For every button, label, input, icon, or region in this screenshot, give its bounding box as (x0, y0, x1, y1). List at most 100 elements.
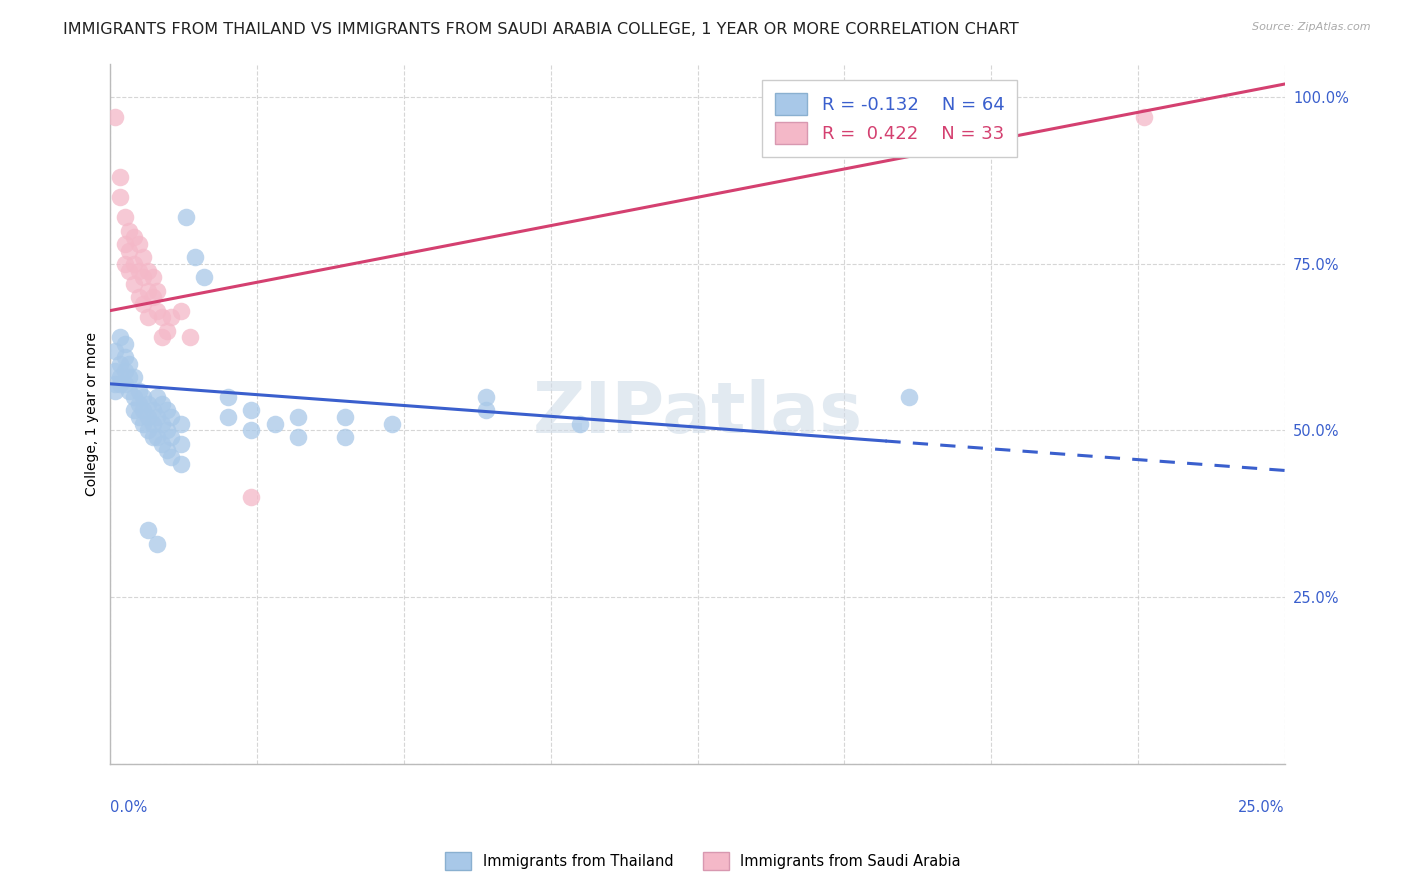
Point (132, 297, 155, 311)
Point (108, 330, 131, 344)
Point (108, 357, 131, 371)
Point (118, 244, 141, 258)
Y-axis label: College, 1 year or more: College, 1 year or more (86, 332, 100, 496)
Point (132, 390, 155, 404)
Point (156, 324, 179, 338)
Point (108, 370, 131, 384)
Point (122, 370, 145, 384)
Point (118, 384, 141, 398)
Point (132, 403, 155, 417)
Point (132, 417, 155, 431)
Point (156, 403, 179, 417)
Point (156, 424, 179, 438)
Point (128, 410, 150, 425)
Point (160, 410, 183, 425)
Point (142, 417, 165, 431)
Point (136, 410, 159, 425)
Point (122, 230, 145, 244)
Point (136, 424, 159, 438)
Point (193, 270, 215, 285)
Point (114, 236, 136, 251)
Point (287, 430, 309, 444)
Point (122, 390, 145, 404)
Point (287, 410, 309, 425)
Point (174, 211, 197, 225)
Point (128, 384, 150, 398)
Point (142, 270, 165, 285)
Point (146, 303, 169, 318)
Point (114, 350, 136, 364)
Point (150, 397, 173, 411)
Point (122, 257, 145, 271)
Point (118, 357, 141, 371)
Text: 25.0%: 25.0% (1239, 800, 1285, 815)
Point (381, 417, 404, 431)
Point (114, 337, 136, 351)
Point (114, 257, 136, 271)
Point (142, 403, 165, 417)
Point (118, 263, 141, 277)
Point (170, 437, 193, 451)
Legend: Immigrants from Thailand, Immigrants from Saudi Arabia: Immigrants from Thailand, Immigrants fro… (439, 847, 967, 876)
Point (146, 430, 169, 444)
Point (104, 376, 127, 391)
Point (160, 310, 183, 325)
Point (104, 384, 127, 398)
Legend: R = -0.132    N = 64, R =  0.422    N = 33: R = -0.132 N = 64, R = 0.422 N = 33 (762, 80, 1018, 157)
Point (156, 443, 179, 458)
Point (179, 330, 201, 344)
Point (170, 457, 193, 471)
Point (240, 424, 263, 438)
Point (128, 236, 150, 251)
Point (217, 410, 239, 425)
Text: IMMIGRANTS FROM THAILAND VS IMMIGRANTS FROM SAUDI ARABIA COLLEGE, 1 YEAR OR MORE: IMMIGRANTS FROM THAILAND VS IMMIGRANTS F… (63, 22, 1019, 37)
Point (146, 390, 169, 404)
Point (170, 303, 193, 318)
Point (240, 490, 263, 504)
Point (170, 417, 193, 431)
Point (160, 450, 183, 464)
Point (114, 211, 136, 225)
Point (128, 397, 150, 411)
Point (136, 397, 159, 411)
Point (146, 537, 169, 551)
Point (108, 190, 131, 204)
Point (897, 390, 920, 404)
Point (569, 417, 592, 431)
Point (146, 410, 169, 425)
Point (108, 376, 131, 391)
Point (118, 370, 141, 384)
Point (217, 390, 239, 404)
Point (142, 290, 165, 304)
Point (184, 250, 207, 264)
Point (128, 263, 150, 277)
Point (240, 403, 263, 417)
Point (132, 270, 155, 285)
Point (146, 284, 169, 298)
Point (136, 524, 159, 538)
Point (104, 343, 127, 358)
Point (150, 417, 173, 431)
Point (335, 410, 357, 425)
Point (104, 363, 127, 377)
Text: 0.0%: 0.0% (111, 800, 148, 815)
Point (475, 403, 498, 417)
Point (128, 290, 150, 304)
Point (136, 310, 159, 325)
Point (132, 250, 155, 264)
Point (475, 390, 498, 404)
Text: Source: ZipAtlas.com: Source: ZipAtlas.com (1253, 22, 1371, 32)
Point (136, 284, 159, 298)
Point (142, 430, 165, 444)
Point (122, 277, 145, 291)
Point (104, 111, 127, 125)
Point (108, 170, 131, 185)
Point (335, 430, 357, 444)
Point (150, 437, 173, 451)
Point (150, 330, 173, 344)
Point (114, 363, 136, 377)
Point (1132, 111, 1154, 125)
Point (118, 224, 141, 238)
Point (136, 263, 159, 277)
Text: ZIPatlas: ZIPatlas (533, 379, 862, 449)
